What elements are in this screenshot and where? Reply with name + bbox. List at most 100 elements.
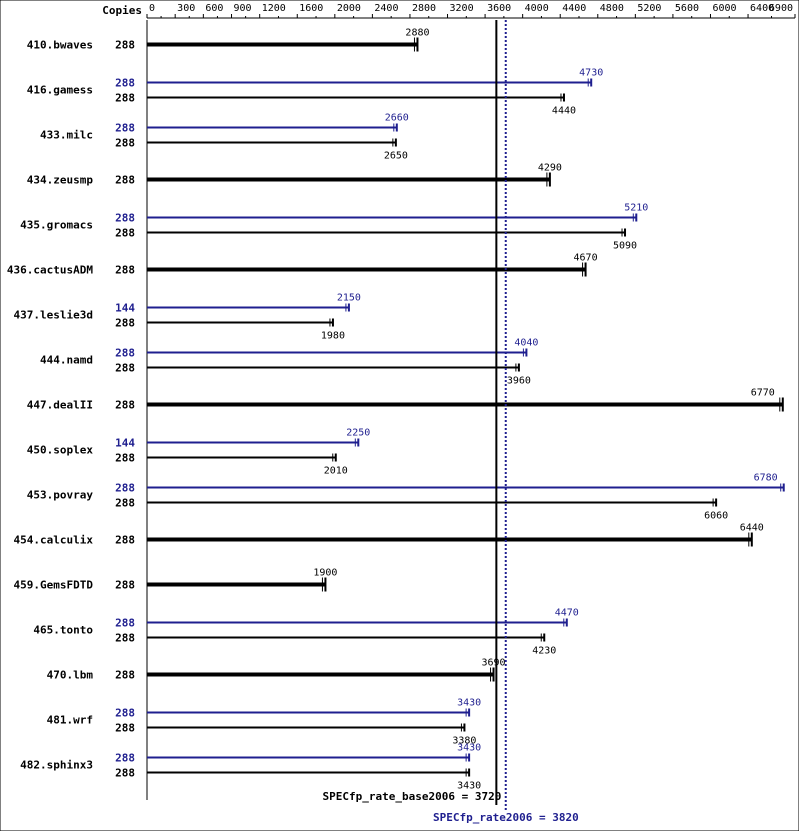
- peak-value-label: 2150: [337, 293, 361, 304]
- base-copies-label: 288: [115, 39, 135, 52]
- x-tick-label: 900: [234, 3, 252, 14]
- base-copies-label: 288: [115, 362, 135, 375]
- base-bar: [147, 672, 494, 677]
- benchmark-name: 433.milc: [40, 129, 93, 142]
- peak-copies-label: 288: [115, 122, 135, 135]
- peak-value-label: 2250: [346, 428, 370, 439]
- x-tick-label: 6400: [750, 3, 774, 14]
- peak-copies-label: 288: [115, 77, 135, 90]
- x-tick-label: 2800: [412, 3, 436, 14]
- base-value-label: 3430: [457, 781, 481, 792]
- x-tick-label: 1600: [299, 3, 323, 14]
- benchmark-name: 444.namd: [40, 354, 93, 367]
- base-copies-label: 288: [115, 767, 135, 780]
- peak-copies-label: 288: [115, 212, 135, 225]
- peak-value-label: 6780: [754, 473, 778, 484]
- peak-value-label: 4730: [579, 68, 603, 79]
- base-value-label: 2880: [405, 28, 429, 39]
- benchmark-name: 465.tonto: [33, 624, 93, 637]
- x-tick-label: 3600: [487, 3, 511, 14]
- base-value-label: 6060: [704, 511, 728, 522]
- x-tick-label: 5200: [637, 3, 661, 14]
- peak-value-label: 3430: [457, 743, 481, 754]
- base-copies-label: 288: [115, 632, 135, 645]
- benchmark-name: 436.cactusADM: [7, 264, 93, 277]
- peak-copies-label: 144: [115, 437, 135, 450]
- base-copies-label: 288: [115, 137, 135, 150]
- base-copies-label: 288: [115, 264, 135, 277]
- peak-copies-label: 144: [115, 302, 135, 315]
- base-value-label: 3380: [452, 736, 476, 747]
- x-tick-label: 4400: [562, 3, 586, 14]
- base-value-label: 5090: [613, 241, 637, 252]
- base-summary-label: SPECfp_rate_base2006 = 3720: [323, 790, 502, 803]
- x-tick-label: 300: [177, 3, 195, 14]
- benchmark-name: 416.gamess: [27, 84, 93, 97]
- x-tick-label: 2400: [374, 3, 398, 14]
- base-bar: [147, 42, 418, 47]
- base-copies-label: 288: [115, 452, 135, 465]
- benchmark-name: 459.GemsFDTD: [14, 579, 94, 592]
- benchmark-name: 453.povray: [27, 489, 94, 502]
- base-bar: [147, 267, 586, 272]
- benchmark-name: 434.zeusmp: [27, 174, 94, 187]
- x-tick-label: 2000: [337, 3, 361, 14]
- base-bar: [147, 402, 783, 407]
- base-value-label: 4230: [532, 646, 556, 657]
- summary-layer: SPECfp_rate_base2006 = 3720 SPECfp_rate20…: [323, 20, 579, 824]
- base-copies-label: 288: [115, 534, 135, 547]
- x-tick-label: 0: [149, 3, 155, 14]
- base-value-label: 4670: [574, 253, 598, 264]
- base-copies-label: 288: [115, 669, 135, 682]
- x-tick-label: 6000: [712, 3, 736, 14]
- copies-header: Copies: [102, 4, 142, 17]
- base-value-label: 6440: [740, 523, 764, 534]
- x-tick-label: 1200: [262, 3, 286, 14]
- base-copies-label: 288: [115, 497, 135, 510]
- benchmark-name: 481.wrf: [47, 714, 93, 727]
- base-value-label: 3960: [507, 376, 531, 387]
- base-bar: [147, 177, 550, 182]
- peak-copies-label: 288: [115, 347, 135, 360]
- peak-summary-label: SPECfp_rate2006 = 3820: [433, 811, 579, 824]
- base-copies-label: 288: [115, 579, 135, 592]
- x-tick-label: 600: [205, 3, 223, 14]
- benchmark-name: 447.dealII: [27, 399, 93, 412]
- base-value-label: 1900: [313, 568, 337, 579]
- x-tick-label: 5600: [675, 3, 699, 14]
- benchmark-name: 437.leslie3d: [14, 309, 93, 322]
- base-copies-label: 288: [115, 174, 135, 187]
- benchmark-name: 454.calculix: [14, 534, 94, 547]
- x-tick-label: 4000: [525, 3, 549, 14]
- base-value-label: 4290: [538, 163, 562, 174]
- x-tick-label: 6900: [769, 3, 793, 14]
- peak-copies-label: 288: [115, 482, 135, 495]
- base-value-label: 2010: [324, 466, 348, 477]
- bars-layer: 410.bwaves 288 2880 416.gamess 288 288 4730 444…: [7, 28, 785, 792]
- peak-copies-label: 288: [115, 752, 135, 765]
- benchmark-name: 470.lbm: [47, 669, 94, 682]
- base-copies-label: 288: [115, 399, 135, 412]
- benchmark-name: 450.soplex: [27, 444, 94, 457]
- base-value-label: 3690: [481, 658, 505, 669]
- peak-value-label: 3430: [457, 698, 481, 709]
- x-tick-label: 3200: [450, 3, 474, 14]
- benchmark-name: 435.gromacs: [20, 219, 93, 232]
- peak-value-label: 5210: [624, 203, 648, 214]
- benchmark-name: 482.sphinx3: [20, 759, 93, 772]
- base-bar: [147, 537, 752, 542]
- base-copies-label: 288: [115, 227, 135, 240]
- peak-value-label: 2660: [385, 113, 409, 124]
- base-value-label: 6770: [751, 388, 775, 399]
- peak-copies-label: 288: [115, 707, 135, 720]
- base-bar: [147, 582, 326, 587]
- base-value-label: 4440: [552, 106, 576, 117]
- x-tick-label: 4800: [600, 3, 624, 14]
- peak-copies-label: 288: [115, 617, 135, 630]
- peak-value-label: 4470: [555, 608, 579, 619]
- base-value-label: 2650: [384, 151, 408, 162]
- base-copies-label: 288: [115, 92, 135, 105]
